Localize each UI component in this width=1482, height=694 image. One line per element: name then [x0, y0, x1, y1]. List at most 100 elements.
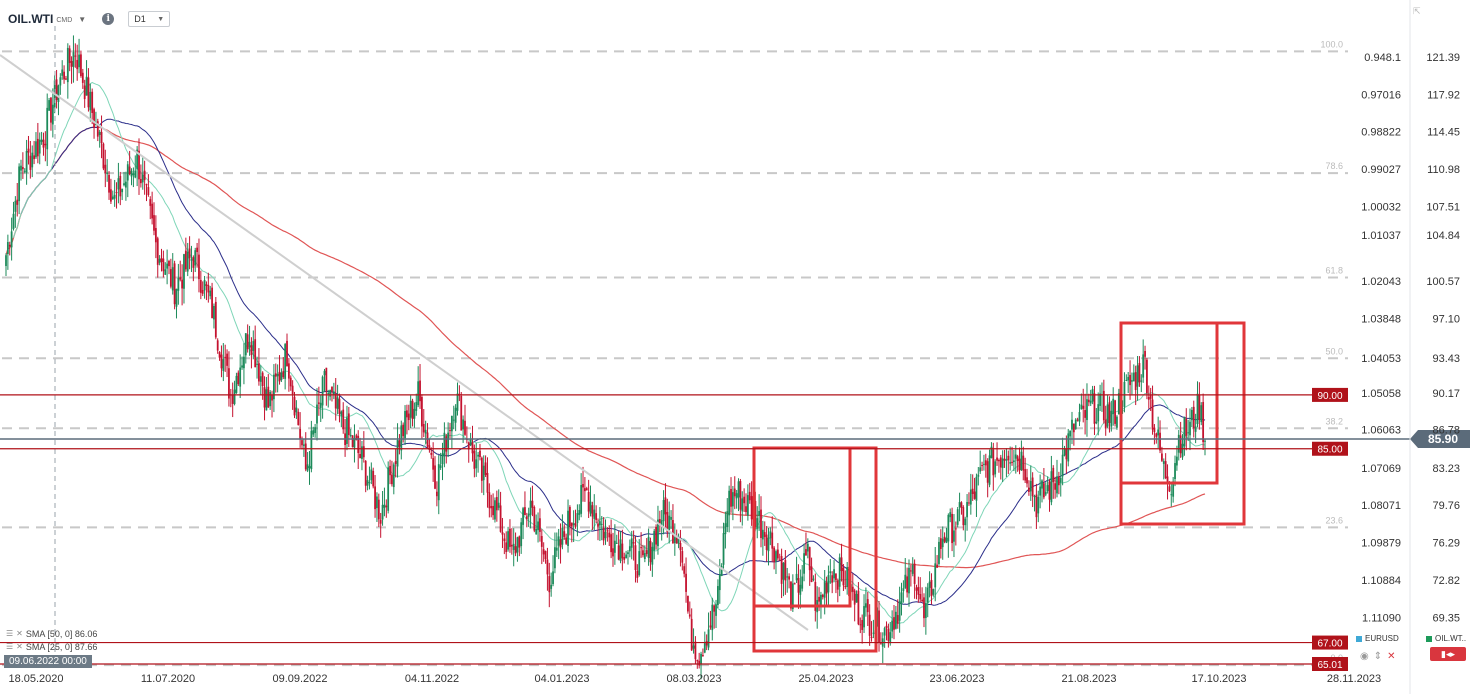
- candle-body: [870, 636, 873, 638]
- candle-body: [962, 507, 965, 526]
- candle-body: [737, 481, 740, 498]
- candle-body: [887, 628, 890, 641]
- candle-body: [726, 511, 729, 528]
- symbol-name[interactable]: OIL.WTI: [8, 12, 54, 26]
- candle-body: [765, 534, 768, 550]
- candle-body: [943, 536, 946, 542]
- candle-body: [718, 574, 721, 591]
- candle-body: [1147, 397, 1150, 400]
- x-axis-tick: 25.04.2023: [798, 673, 853, 685]
- candle-body: [782, 562, 785, 580]
- settings-icon[interactable]: ☰: [6, 642, 14, 651]
- candle-body: [48, 100, 50, 111]
- candle-body: [1086, 399, 1088, 421]
- candle-body: [475, 459, 478, 469]
- candle-body: [143, 170, 146, 181]
- x-axis-tick: 08.03.2023: [666, 673, 721, 685]
- candle-body: [640, 547, 642, 549]
- candle-body: [1087, 399, 1090, 403]
- candle-body: [287, 363, 290, 379]
- candle-body: [522, 508, 524, 525]
- candle-body: [673, 537, 676, 544]
- candle-body: [171, 267, 174, 291]
- candle-body: [151, 203, 154, 219]
- candle-body: [76, 59, 79, 70]
- candle-body: [1016, 456, 1019, 461]
- expand-icon[interactable]: ⇱: [1413, 6, 1421, 16]
- candle-body: [1035, 494, 1038, 518]
- candle-body: [613, 540, 616, 553]
- candle-body: [355, 435, 358, 441]
- candle-body: [524, 507, 526, 515]
- candle-body: [1170, 494, 1173, 496]
- candle-body: [411, 400, 414, 419]
- candle-body: [198, 254, 200, 280]
- candle-body: [421, 396, 423, 427]
- candle-body: [391, 474, 393, 485]
- candle-body: [569, 506, 571, 527]
- candle-body: [1031, 477, 1034, 497]
- arrows-icon[interactable]: ⇕: [1373, 651, 1383, 662]
- legend-eurusd[interactable]: EURUSD: [1356, 634, 1399, 643]
- hide-icon[interactable]: ✕: [16, 642, 23, 651]
- candle-body: [304, 443, 307, 470]
- candle-body: [509, 528, 511, 547]
- secondary-axis-tick: 0.99027: [1361, 164, 1401, 176]
- candle-body: [149, 199, 152, 206]
- candle-body: [1095, 421, 1098, 424]
- hide-icon[interactable]: ✕: [16, 629, 23, 638]
- candle-body: [366, 480, 369, 486]
- price-line-tag: [1312, 635, 1348, 650]
- settings-icon[interactable]: ☰: [6, 629, 14, 638]
- info-icon[interactable]: i: [102, 13, 115, 25]
- candle-body: [1041, 480, 1043, 489]
- candle-body: [544, 551, 547, 560]
- candle-body: [606, 530, 609, 532]
- candle-body: [1185, 418, 1188, 436]
- candle-body: [662, 500, 665, 522]
- candle-body: [1026, 477, 1028, 484]
- candle-body: [1072, 423, 1075, 433]
- candle-body: [681, 551, 684, 563]
- candle-body: [775, 551, 777, 562]
- secondary-axis-tick: 1.00032: [1361, 201, 1401, 213]
- candle-body: [812, 578, 815, 580]
- candle-body: [5, 255, 7, 267]
- candle-body: [954, 528, 957, 530]
- candle-body: [928, 581, 931, 588]
- current-price-tag: [1410, 430, 1470, 449]
- candle-body: [679, 542, 682, 551]
- candle-body: [711, 604, 714, 631]
- candle-body: [829, 571, 832, 574]
- candle-body: [585, 488, 588, 491]
- right-axis-tick: 69.35: [1432, 612, 1460, 624]
- indicator-sma25[interactable]: ☰ ✕ SMA [25, 0] 87.66: [6, 640, 97, 653]
- legend-oilwti[interactable]: OIL.WT..: [1426, 634, 1466, 643]
- close-icon[interactable]: ✕: [1387, 651, 1396, 662]
- candle-body: [846, 567, 849, 588]
- candle-body: [434, 465, 436, 489]
- candle-body: [565, 537, 568, 544]
- candle-body: [196, 247, 198, 253]
- candle-body: [994, 461, 997, 475]
- candle-body: [1099, 393, 1101, 406]
- candle-body: [786, 576, 789, 578]
- candle-body: [1134, 372, 1137, 391]
- indicator-sma50[interactable]: ☰ ✕ SMA [50, 0] 86.06: [6, 627, 97, 640]
- candle-body: [1164, 461, 1167, 479]
- candle-body: [1149, 395, 1152, 399]
- candle-body: [938, 541, 940, 564]
- candle-body: [1011, 461, 1013, 463]
- candle-body: [883, 628, 886, 636]
- candle-body: [488, 492, 491, 509]
- candle-body: [1110, 410, 1113, 427]
- candle-body: [1153, 427, 1156, 432]
- candle-body: [169, 269, 172, 287]
- remove-series-button[interactable]: ▮◂▸: [1430, 647, 1466, 661]
- symbol-dropdown-icon[interactable]: ▼: [78, 14, 87, 24]
- candle-body: [329, 390, 332, 397]
- eye-icon[interactable]: ◉: [1360, 651, 1369, 662]
- candle-body: [949, 512, 952, 518]
- timeframe-select[interactable]: D1 ▼: [128, 11, 171, 27]
